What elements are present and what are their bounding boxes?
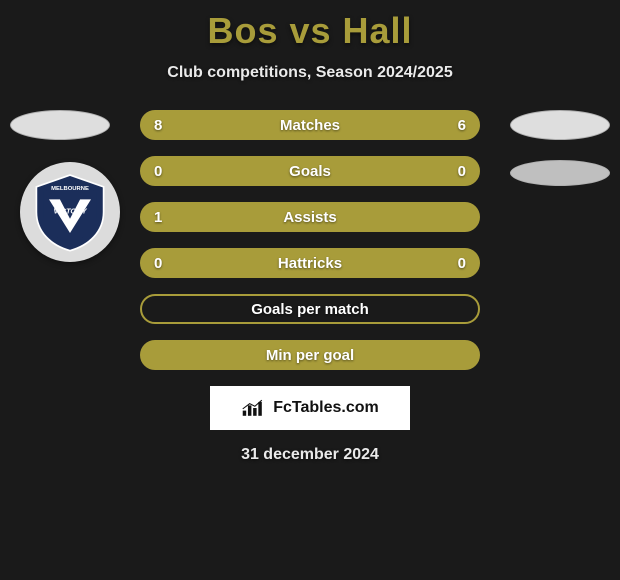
page-title: Bos vs Hall [0,0,620,52]
victory-badge-icon: MELBOURNE VICTORY [28,170,112,254]
stat-right-value: 0 [458,163,466,180]
stat-left-value: 0 [154,163,162,180]
brand-label: FcTables.com [273,399,379,417]
stat-rows: 8 Matches 6 0 Goals 0 1 Assists 0 Hattri… [140,110,480,370]
stat-label: Goals [289,163,331,180]
stat-row-goals: 0 Goals 0 [140,156,480,186]
brand-box: FcTables.com [210,386,410,430]
stat-label: Hattricks [278,255,342,272]
stat-label: Matches [280,117,340,134]
stat-left-value: 8 [154,117,162,134]
stat-row-min-per-goal: Min per goal [140,340,480,370]
svg-text:VICTORY: VICTORY [53,207,87,216]
stat-row-goals-per-match: Goals per match [140,294,480,324]
comparison-arena: MELBOURNE VICTORY 8 Matches 6 0 Goals 0 … [0,110,620,464]
stat-row-assists: 1 Assists [140,202,480,232]
stat-label: Goals per match [251,301,369,318]
flag-left [10,110,110,140]
stat-left-value: 0 [154,255,162,272]
subtitle: Club competitions, Season 2024/2025 [0,64,620,82]
stat-row-matches: 8 Matches 6 [140,110,480,140]
stat-label: Assists [283,209,336,226]
club-badge-left: MELBOURNE VICTORY [20,162,120,262]
stat-row-hattricks: 0 Hattricks 0 [140,248,480,278]
date-line: 31 december 2024 [0,446,620,464]
bars-icon [241,397,267,419]
svg-text:MELBOURNE: MELBOURNE [51,186,89,192]
stat-right-value: 0 [458,255,466,272]
stat-left-value: 1 [154,209,162,226]
stat-label: Min per goal [266,347,354,364]
flag-right-2 [510,160,610,186]
flag-right [510,110,610,140]
stat-right-value: 6 [458,117,466,134]
